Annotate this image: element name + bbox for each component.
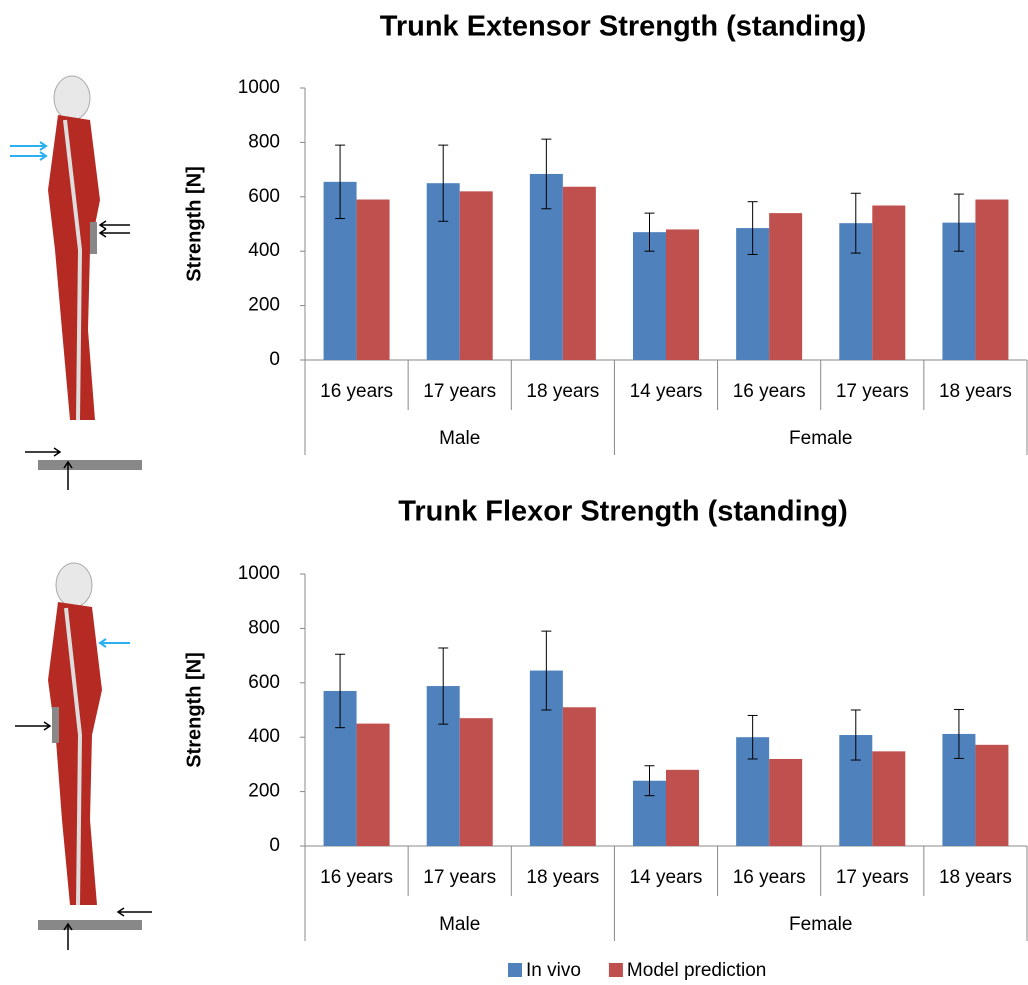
error-bar (747, 201, 758, 255)
bar (356, 723, 390, 846)
error-bar (541, 138, 552, 210)
error-bar (335, 144, 346, 220)
y-tick-label: 600 (248, 672, 280, 693)
y-tick-label: 1000 (238, 77, 280, 98)
bar (872, 751, 906, 846)
bar (666, 769, 699, 846)
error-bar (953, 193, 964, 252)
error-bar (850, 192, 861, 254)
x-tick-label: 14 years (630, 867, 703, 888)
bar (356, 199, 390, 360)
x-tick-label: 16 years (320, 867, 393, 888)
x-tick-label: 17 years (836, 381, 909, 402)
x-tick-label: 17 years (423, 381, 496, 402)
bar (769, 213, 803, 360)
body-model-flexor (15, 562, 152, 950)
body-model-extensor (10, 75, 142, 490)
bar (975, 199, 1009, 360)
y-tick-label: 1000 (238, 563, 280, 584)
x-tick-label: 16 years (733, 381, 806, 402)
group-label: Male (439, 914, 480, 935)
error-bar (541, 630, 552, 711)
error-bar (747, 714, 758, 760)
x-tick-label: 16 years (733, 867, 806, 888)
x-tick-label: 18 years (939, 867, 1012, 888)
bar (562, 707, 596, 846)
legend-label: Model prediction (627, 960, 766, 981)
error-bar (850, 709, 861, 761)
bar (975, 744, 1009, 846)
legend-swatch (608, 963, 623, 977)
y-tick-label: 800 (248, 617, 280, 638)
y-tick-label: 200 (248, 295, 280, 316)
x-tick-label: 17 years (836, 867, 909, 888)
bar (633, 232, 666, 360)
y-tick-label: 400 (248, 726, 280, 747)
error-bar (438, 647, 449, 725)
bar (872, 205, 906, 360)
bar (562, 186, 596, 360)
x-tick-label: 18 years (939, 381, 1012, 402)
bar (459, 718, 493, 846)
error-bar (335, 653, 346, 729)
y-tick-label: 0 (269, 835, 280, 856)
bar (769, 758, 803, 846)
y-tick-label: 0 (269, 349, 280, 370)
y-tick-label: 200 (248, 781, 280, 802)
group-label: Female (789, 428, 852, 449)
x-tick-label: 18 years (526, 381, 599, 402)
error-bar (644, 765, 655, 797)
chart-title: Trunk Extensor Strength (standing) (380, 11, 867, 43)
x-tick-label: 18 years (526, 867, 599, 888)
y-tick-label: 600 (248, 186, 280, 207)
error-bar (953, 708, 964, 759)
y-tick-label: 800 (248, 131, 280, 152)
x-tick-label: 17 years (423, 867, 496, 888)
y-axis-label: Strength [N] (183, 166, 205, 282)
legend-label: In vivo (526, 960, 581, 981)
x-tick-label: 16 years (320, 381, 393, 402)
bar (666, 229, 699, 360)
bar (459, 191, 493, 360)
group-label: Female (789, 914, 852, 935)
error-bar (644, 212, 655, 252)
group-label: Male (439, 428, 480, 449)
y-axis-label: Strength [N] (183, 652, 205, 768)
chart-title: Trunk Flexor Strength (standing) (398, 496, 848, 528)
error-bar (438, 144, 449, 222)
y-tick-label: 400 (248, 240, 280, 261)
legend-swatch (508, 963, 522, 977)
x-tick-label: 14 years (630, 381, 703, 402)
